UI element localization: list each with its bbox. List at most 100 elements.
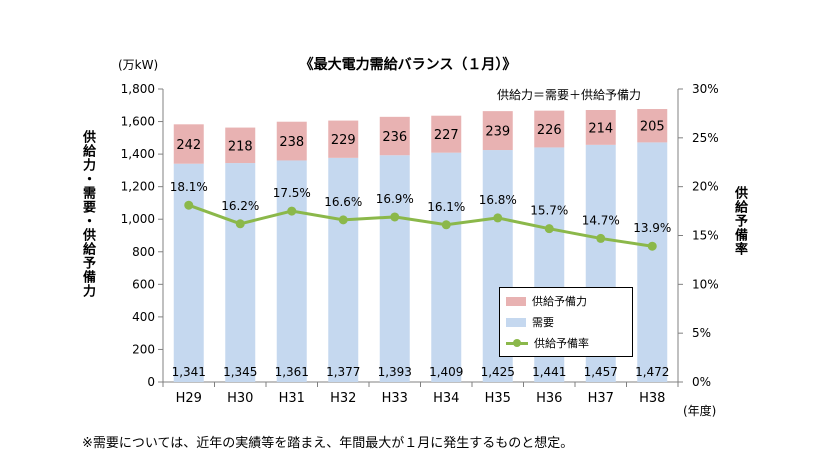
chart-legend: 供給予備力 需要 供給予備率	[499, 287, 633, 357]
y-left-tick-label: 400	[132, 310, 155, 324]
y-left-tick-label: 1,000	[121, 212, 155, 226]
legend-label-rate: 供給予備率	[534, 337, 589, 350]
y-left-tick-label: 200	[132, 342, 155, 356]
legend-label-reserve: 供給予備力	[532, 295, 587, 308]
bar-demand-label: 1,393	[378, 365, 412, 379]
chart-title: 《最大電力需給バランス（１月）》	[299, 57, 517, 73]
point-reserve-rate-label: 15.7%	[530, 204, 568, 218]
left-axis-unit: (万kW)	[118, 58, 159, 72]
point-reserve-rate-label: 16.8%	[479, 193, 517, 207]
point-reserve-rate-label: 13.9%	[633, 221, 671, 235]
bar-demand	[431, 152, 462, 382]
bar-demand-label: 1,409	[429, 365, 463, 379]
bar-demand-label: 1,361	[275, 365, 309, 379]
bar-reserve-label: 226	[537, 123, 562, 138]
x-tick-label: H37	[588, 391, 614, 406]
x-tick-label: H34	[433, 391, 459, 406]
bar-demand	[173, 163, 204, 382]
point-reserve-rate-label: 16.1%	[427, 200, 465, 214]
bar-reserve-label: 218	[228, 139, 253, 154]
point-reserve-rate	[441, 220, 451, 230]
bar-demand	[328, 157, 359, 382]
line-reserve-rate	[188, 203, 653, 248]
y-right-tick-label: 15%	[692, 229, 719, 243]
bar-reserve-label: 238	[279, 135, 304, 150]
legend-item-demand: 需要	[506, 314, 554, 330]
x-tick-label: H30	[227, 391, 253, 406]
y-right-tick-label: 30%	[692, 82, 719, 96]
bar-reserve-label: 214	[588, 121, 613, 136]
bar-demand	[379, 155, 410, 382]
point-reserve-rate-label: 16.6%	[324, 195, 362, 209]
x-tick-label: H32	[330, 391, 356, 406]
bar-demand-label: 1,441	[532, 365, 566, 379]
bar-demand	[225, 163, 256, 382]
point-reserve-rate	[493, 213, 503, 223]
bar-demand-label: 1,341	[172, 365, 206, 379]
y-right-tick-label: 25%	[692, 131, 719, 145]
point-reserve-rate	[596, 233, 606, 243]
legend-swatch-rate	[506, 338, 528, 348]
point-reserve-rate-label: 14.7%	[582, 213, 620, 227]
legend-item-reserve: 供給予備力	[506, 293, 587, 309]
point-reserve-rate	[647, 241, 657, 251]
y-left-tick-label: 1,400	[121, 147, 155, 161]
bar-reserve-label: 236	[382, 130, 407, 145]
x-tick-label: H35	[485, 391, 511, 406]
y-right-tick-label: 20%	[692, 180, 719, 194]
bar-demand-label: 1,345	[223, 365, 257, 379]
bar-demand-label: 1,457	[584, 365, 618, 379]
bar-reserve	[276, 121, 307, 161]
point-reserve-rate-label: 17.5%	[273, 186, 311, 200]
bar-reserve	[173, 124, 204, 164]
y-left-tick-label: 1,800	[121, 82, 155, 96]
legend-swatch-reserve	[506, 296, 526, 306]
x-tick-label: H36	[536, 391, 562, 406]
bar-reserve	[585, 109, 616, 145]
point-reserve-rate-label: 16.9%	[376, 192, 414, 206]
left-axis-label: 供給力・需要・供給予備力	[80, 130, 95, 298]
y-left-tick-label: 800	[132, 245, 155, 259]
point-reserve-rate	[184, 200, 194, 210]
bar-reserve-label: 227	[434, 128, 459, 143]
legend-swatch-demand	[506, 317, 526, 327]
y-right-tick-label: 10%	[692, 277, 719, 291]
formula-note: 供給力＝需要＋供給予備力	[497, 88, 642, 102]
bar-reserve	[637, 109, 668, 143]
bar-reserve-label: 229	[331, 133, 356, 148]
bar-demand-label: 1,425	[481, 365, 515, 379]
bar-reserve	[534, 110, 565, 148]
legend-label-demand: 需要	[532, 316, 554, 329]
bar-reserve-label: 239	[485, 125, 510, 140]
y-left-tick-label: 600	[132, 277, 155, 291]
point-reserve-rate-label: 16.2%	[221, 199, 259, 213]
bar-demand-label: 1,472	[635, 365, 669, 379]
bar-demand	[276, 160, 307, 382]
bar-reserve	[431, 115, 462, 153]
x-tick-label: H33	[382, 391, 408, 406]
bar-reserve	[379, 116, 410, 156]
point-reserve-rate	[235, 219, 245, 229]
x-tick-label: H31	[279, 391, 305, 406]
x-tick-label: H29	[176, 391, 202, 406]
point-reserve-rate	[287, 206, 297, 216]
right-axis-label: 供給予備率	[732, 186, 747, 256]
x-axis-unit: (年度)	[683, 404, 717, 418]
bar-reserve	[328, 120, 359, 158]
bar-reserve-label: 205	[640, 120, 665, 135]
x-tick-label: H38	[639, 391, 665, 406]
point-reserve-rate	[544, 224, 554, 234]
y-right-tick-label: 5%	[692, 326, 711, 340]
bar-demand-label: 1,377	[326, 365, 360, 379]
legend-item-rate: 供給予備率	[506, 335, 589, 351]
footnote: ※需要については、近年の実績等を踏まえ、年間最大が１月に発生するものと想定。	[82, 436, 574, 451]
y-left-tick-label: 1,600	[121, 115, 155, 129]
bar-reserve-label: 242	[176, 138, 201, 153]
bar-reserve	[482, 111, 513, 151]
y-left-tick-label: 1,200	[121, 180, 155, 194]
y-right-tick-label: 0%	[692, 375, 711, 389]
bar-reserve	[225, 127, 256, 164]
point-reserve-rate	[390, 212, 400, 222]
point-reserve-rate-label: 18.1%	[170, 180, 208, 194]
y-left-tick-label: 0	[147, 375, 155, 389]
